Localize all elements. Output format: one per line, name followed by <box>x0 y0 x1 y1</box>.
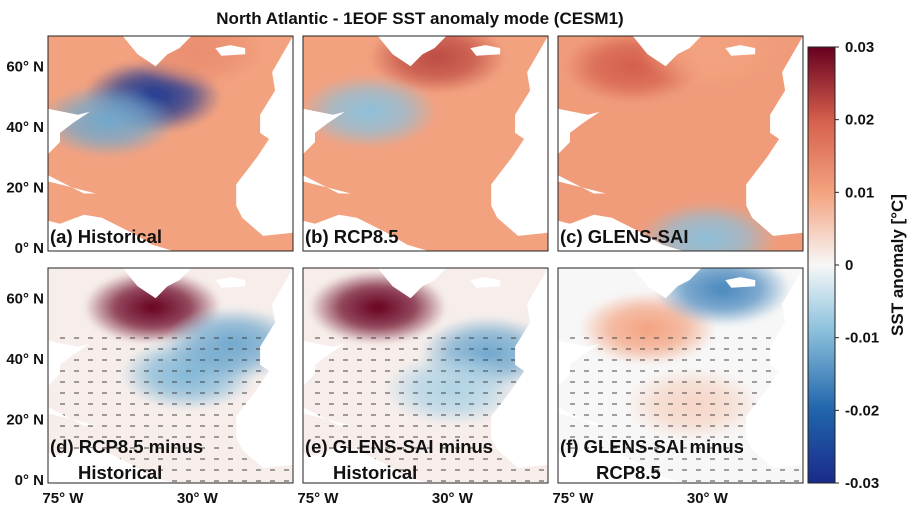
panel-f: (f) GLENS-SAI minus RCP8.5 <box>557 267 804 484</box>
panel-label: (e) GLENS-SAI minus <box>305 436 493 457</box>
sst-field <box>558 36 803 251</box>
land-mask <box>377 36 447 67</box>
panel-c: (c) GLENS-SAI <box>557 35 804 252</box>
sst-field <box>48 268 293 483</box>
colorbar-tick-label: -0.02 <box>845 402 879 419</box>
colorbar-tick-label: 0.02 <box>845 112 874 129</box>
panel-label: (f) GLENS-SAI minus <box>560 436 744 457</box>
land-mask <box>215 277 246 288</box>
panel-e: (e) GLENS-SAI minus Historical <box>302 267 549 484</box>
land-mask <box>377 268 447 299</box>
x-tick-label: 30° W <box>177 490 219 507</box>
land-mask <box>303 268 429 483</box>
y-tick-label: 20° N <box>6 411 44 428</box>
colorbar: 0.03 0.02 0.01 0 -0.01 -0.02 -0.03 SST anomaly… <box>807 39 907 492</box>
land-mask <box>48 268 174 483</box>
land-mask <box>470 45 501 56</box>
panel-label: (a) Historical <box>50 226 162 247</box>
x-tick-label: 75° W <box>552 490 594 507</box>
colorbar-tick-label: 0 <box>845 257 853 274</box>
sst-field <box>558 268 803 483</box>
panel-frame <box>557 267 804 484</box>
panel-d: (d) RCP8.5 minus Historical <box>47 267 294 484</box>
panel-a: (a) Historical <box>47 35 294 252</box>
land-mask <box>746 36 803 236</box>
panel-label-line2: RCP8.5 <box>596 462 661 483</box>
y-tick-label: 20° N <box>6 179 44 196</box>
panel-frame <box>302 35 549 252</box>
anomaly-blob <box>653 268 791 326</box>
panel-label-line2: Historical <box>78 462 162 483</box>
panel-b: (b) RCP8.5 <box>302 35 549 252</box>
y-tick-label: 60° N <box>6 290 44 307</box>
sst-field <box>303 36 548 251</box>
colorbar-tick-label: -0.03 <box>845 475 879 492</box>
y-tick-label: 0° N <box>15 472 44 489</box>
figure-title: North Atlantic - 1EOF SST anomaly mode (… <box>216 9 623 28</box>
colorbar-label: SST anomaly [°C] <box>888 194 907 336</box>
colorbar-ticks: 0.03 0.02 0.01 0 -0.01 -0.02 -0.03 <box>835 39 879 492</box>
x-axis-ticks: 75° W 30° W 75° W 30° W 75° W 30° W <box>42 490 728 507</box>
land-mask <box>236 268 293 468</box>
land-mask <box>725 45 756 56</box>
x-tick-label: 75° W <box>42 490 84 507</box>
y-axis-ticks: 60° N 40° N 20° N 0° N 60° N 40° N 20° N 0° N <box>6 58 44 489</box>
land-mask <box>491 36 548 236</box>
land-mask <box>215 45 246 56</box>
panel-grid: (a) Historical (b) RCP8.5 (c) GLENS-SAI (d)… <box>47 35 804 484</box>
land-mask <box>558 268 684 483</box>
colorbar-tick-label: 0.03 <box>845 39 874 56</box>
y-tick-label: 0° N <box>15 240 44 257</box>
land-mask <box>122 36 192 67</box>
panel-frame <box>302 267 549 484</box>
anomaly-blob <box>303 75 438 149</box>
y-tick-label: 40° N <box>6 119 44 136</box>
land-mask <box>632 36 702 67</box>
sst-field <box>303 268 548 483</box>
panel-label-line2: Historical <box>333 462 417 483</box>
panel-frame <box>557 35 804 252</box>
anomaly-blob <box>48 84 177 158</box>
land-mask <box>746 268 803 468</box>
land-mask <box>725 277 756 288</box>
y-tick-label: 60° N <box>6 58 44 75</box>
panel-label: (b) RCP8.5 <box>305 226 399 247</box>
land-mask <box>632 268 702 299</box>
x-tick-label: 30° W <box>687 490 729 507</box>
colorbar-gradient <box>807 46 836 484</box>
land-mask <box>48 36 174 251</box>
land-mask <box>558 36 684 251</box>
land-mask <box>303 36 429 251</box>
x-tick-label: 75° W <box>297 490 339 507</box>
anomaly-blob <box>623 367 762 441</box>
y-tick-label: 40° N <box>6 351 44 368</box>
x-tick-label: 30° W <box>432 490 474 507</box>
panel-frame <box>47 35 294 252</box>
colorbar-tick-label: 0.01 <box>845 184 874 201</box>
panel-label: (c) GLENS-SAI <box>560 226 688 247</box>
land-mask <box>491 268 548 468</box>
colorbar-tick-label: -0.01 <box>845 330 879 347</box>
land-mask <box>470 277 501 288</box>
anomaly-blob <box>638 202 776 251</box>
land-mask <box>236 36 293 236</box>
sst-field <box>48 36 293 251</box>
panel-frame <box>47 267 294 484</box>
panel-label: (d) RCP8.5 minus <box>50 436 203 457</box>
land-mask <box>122 268 192 299</box>
